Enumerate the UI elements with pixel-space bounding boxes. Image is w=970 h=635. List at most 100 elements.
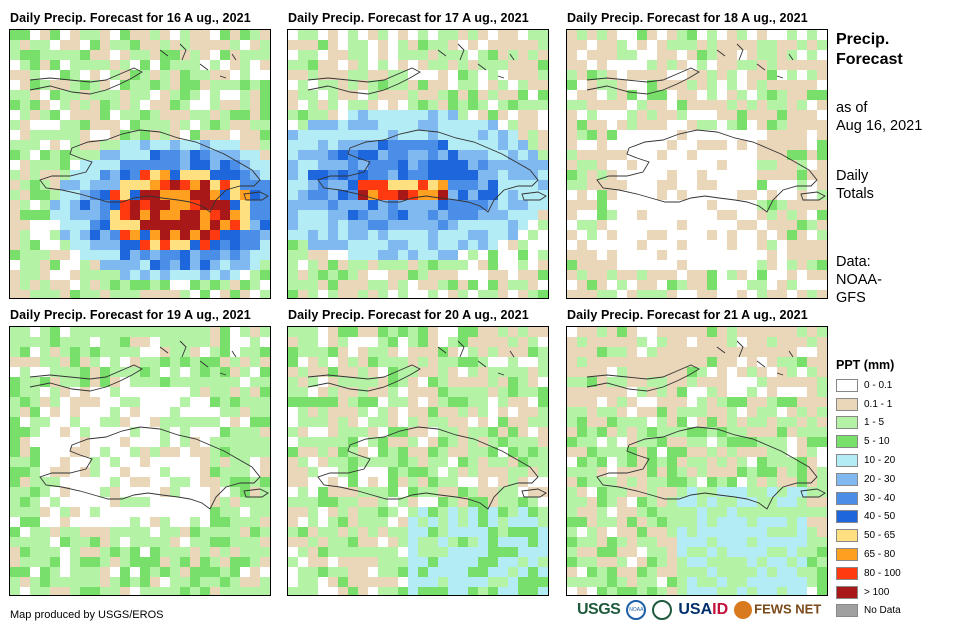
legend-swatch: [836, 548, 858, 562]
precip-cell: [418, 100, 429, 111]
precip-cell: [120, 557, 131, 568]
precip-cell: [607, 60, 618, 71]
precip-cell: [210, 527, 221, 538]
precip-cell: [707, 547, 718, 558]
precip-cell: [398, 347, 409, 358]
precip-cell: [617, 100, 628, 111]
precip-cell: [807, 40, 818, 51]
precip-cell: [298, 457, 309, 468]
precip-cell: [577, 200, 588, 211]
precip-cell: [767, 120, 778, 131]
precip-cell: [777, 270, 788, 281]
precip-cell: [707, 120, 718, 131]
precip-cell: [40, 250, 51, 261]
precip-cell: [120, 517, 131, 528]
precip-cell: [298, 70, 309, 81]
precip-cell: [807, 290, 818, 298]
precip-cell: [637, 180, 648, 191]
precip-cell: [637, 547, 648, 558]
precip-cell: [210, 60, 221, 71]
precip-cell: [508, 120, 519, 131]
precip-cell: [80, 517, 91, 528]
precip-cell: [70, 507, 81, 518]
precip-cell: [90, 200, 101, 211]
precip-cell: [438, 130, 449, 141]
precip-cell: [70, 327, 81, 338]
precip-cell: [528, 90, 539, 101]
precip-cell: [478, 290, 489, 298]
precip-cell: [538, 120, 548, 131]
precip-cell: [448, 270, 459, 281]
precip-cell: [737, 367, 748, 378]
precip-cell: [617, 527, 628, 538]
precip-cell: [587, 120, 598, 131]
precip-cell: [528, 240, 539, 251]
precip-cell: [368, 130, 379, 141]
precip-cell: [50, 497, 61, 508]
precip-cell: [170, 437, 181, 448]
precip-cell: [20, 537, 31, 548]
precip-cell: [30, 80, 41, 91]
precip-cell: [160, 517, 171, 528]
precip-cell: [60, 230, 71, 241]
precip-cell: [757, 467, 768, 478]
precip-cell: [200, 557, 211, 568]
precip-cell: [80, 497, 91, 508]
precip-cell: [747, 120, 758, 131]
precip-cell: [607, 557, 618, 568]
precip-cell: [817, 100, 827, 111]
precip-cell: [368, 487, 379, 498]
precip-cell: [408, 327, 419, 338]
precip-cell: [538, 270, 548, 281]
precip-cell: [807, 407, 818, 418]
precip-cell: [757, 417, 768, 428]
precip-cell: [458, 110, 469, 121]
precip-cell: [657, 567, 668, 578]
precip-cell: [368, 327, 379, 338]
precip-cell: [348, 80, 359, 91]
precip-cell: [140, 577, 151, 588]
precip-cell: [298, 220, 309, 231]
precip-cell: [677, 477, 688, 488]
precip-cell: [80, 337, 91, 348]
precip-cell: [100, 447, 111, 458]
precip-cell: [797, 270, 808, 281]
precip-cell: [488, 577, 499, 588]
precip-cell: [777, 150, 788, 161]
precip-cell: [577, 567, 588, 578]
precip-cell: [597, 280, 608, 291]
precip-cell: [250, 377, 261, 388]
totals-line1: Daily: [836, 168, 869, 184]
precip-cell: [438, 150, 449, 161]
precip-cell: [498, 347, 509, 358]
precip-cell: [10, 347, 21, 358]
map-panel-6: [566, 326, 828, 596]
precip-cell: [737, 397, 748, 408]
precip-cell: [100, 100, 111, 111]
precip-cell: [210, 290, 221, 298]
precip-cell: [597, 200, 608, 211]
precip-cell: [260, 200, 270, 211]
precip-cell: [438, 290, 449, 298]
precip-cell: [817, 90, 827, 101]
precip-cell: [757, 447, 768, 458]
precip-cell: [478, 150, 489, 161]
precip-cell: [398, 90, 409, 101]
precip-cell: [717, 230, 728, 241]
precip-cell: [627, 537, 638, 548]
precip-cell: [368, 347, 379, 358]
precip-cell: [180, 577, 191, 588]
precip-cell: [90, 337, 101, 348]
precip-cell: [727, 290, 738, 298]
precip-cell: [388, 120, 399, 131]
precip-cell: [677, 60, 688, 71]
precip-cell: [707, 240, 718, 251]
precip-cell: [617, 467, 628, 478]
precip-cell: [577, 457, 588, 468]
precip-cell: [458, 587, 469, 595]
precip-cell: [488, 377, 499, 388]
precip-cell: [787, 220, 798, 231]
precip-cell: [448, 347, 459, 358]
precip-cell: [518, 140, 529, 151]
precip-cell: [240, 60, 251, 71]
